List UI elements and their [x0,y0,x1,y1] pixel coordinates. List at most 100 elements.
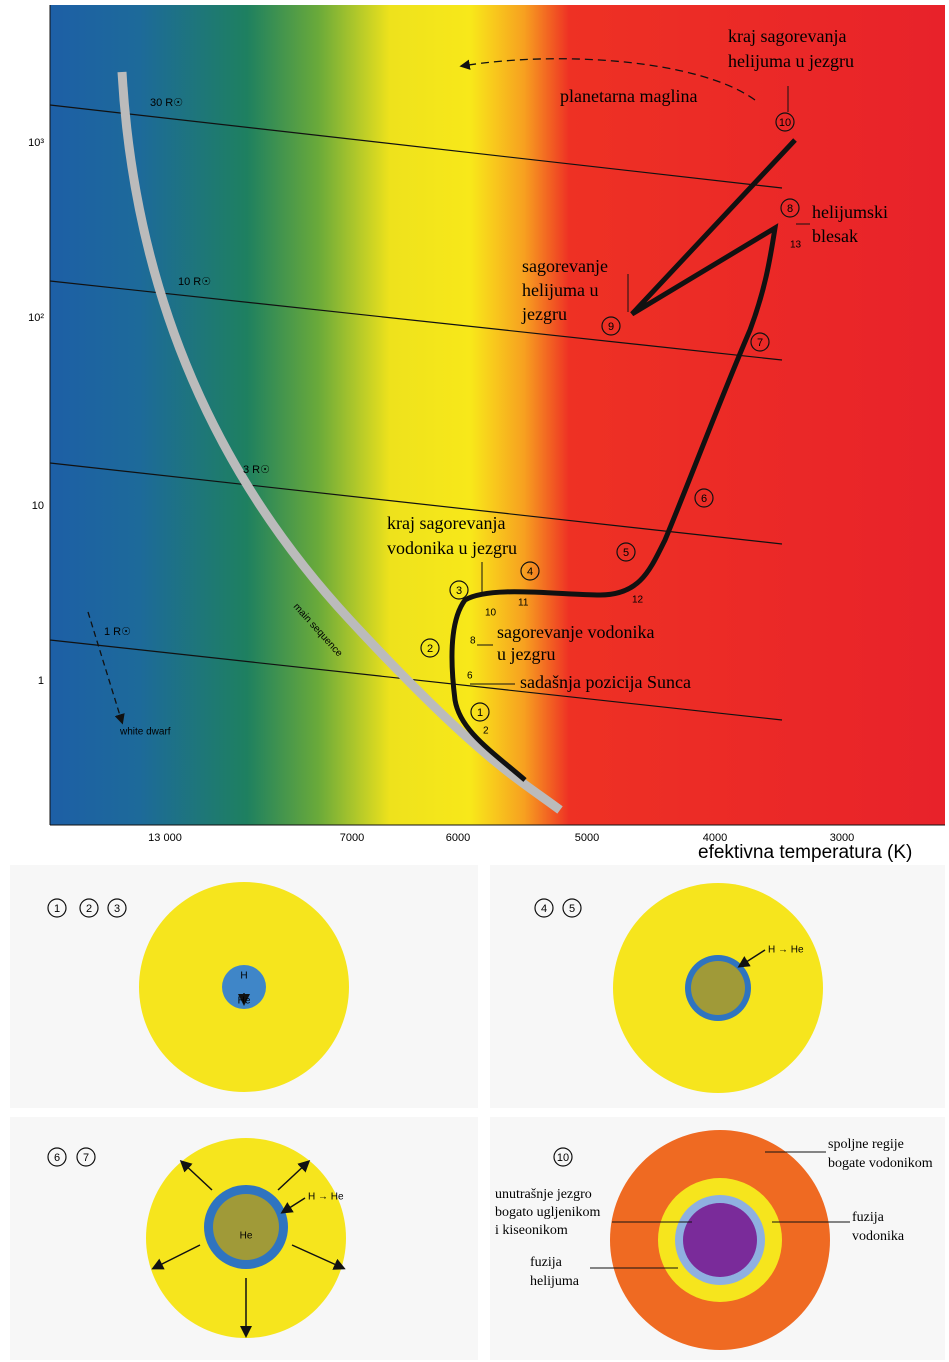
panel-label: spoljne regije [828,1137,904,1152]
stage-marker [750,332,770,352]
stage-label: 8 [787,203,793,215]
stage-label: 2 [427,643,433,655]
age-tick: 12 [632,595,644,606]
core-label: He [238,996,251,1007]
stage-marker [780,198,800,218]
radius-label: 10 R☉ [178,276,211,288]
x-axis-title: efektivna temperatura (K) [698,842,912,863]
stage-label: 3 [114,903,120,915]
radius-label: 3 R☉ [243,464,270,476]
arrow [179,1159,213,1191]
stage-label: 4 [527,566,533,578]
x-tick-label: 3000 [830,832,854,844]
y-tick-label: 10³ [28,137,44,149]
x-tick-label: 4000 [703,832,727,844]
stage-marker [553,1147,573,1167]
panel-label: i kiseonikom [495,1223,568,1238]
annotation: vodonika u jezgru [387,538,517,558]
stage-marker [775,112,795,132]
stage-label: 5 [569,903,575,915]
core [222,965,266,1009]
x-tick-label: 13 000 [148,832,182,844]
core-label: H → He [308,1192,344,1203]
age-tick: 10 [485,608,497,619]
main-sequence [117,71,563,814]
stage-marker [420,638,440,658]
white-dwarf-label: white dwarf [119,727,171,738]
x-tick-label: 6000 [446,832,470,844]
core-label: H → He [768,945,804,956]
panel-label: bogate vodonikom [828,1156,933,1171]
annotation: blesak [812,226,858,246]
radius-label: 30 R☉ [150,97,183,109]
age-tick: 8 [470,636,476,647]
annotation: helijuma u [522,280,598,300]
arrow [151,1244,201,1270]
arrow [277,1159,311,1191]
stage-label: 1 [477,707,483,719]
stage-marker [76,1147,96,1167]
carbon-oxygen-core [683,1203,757,1277]
stage-label: 6 [54,1152,60,1164]
x-tick-label: 5000 [575,832,599,844]
expansion-arrows [151,949,766,1338]
white-dwarf-arrow [87,611,125,725]
stage-marker [470,702,490,722]
stage-marker [47,898,67,918]
stage-marker [79,898,99,918]
panel-label: fuzija [530,1255,563,1270]
annotation: jezgru [521,304,567,324]
stage-label: 3 [456,585,462,597]
core-label: He [240,1231,253,1242]
annotation: kraj sagorevanja [728,26,846,46]
age-tick: 11 [518,598,529,609]
age-tick: 6 [467,671,473,682]
annotation: sagorevanje [522,256,608,276]
panel-label: bogato ugljenikom [495,1205,600,1220]
stage-marker [616,542,636,562]
panel-label: unutrašnje jezgro [495,1187,592,1202]
core-label: H [240,971,247,982]
radius-line [49,639,783,721]
annotation: planetarna maglina [560,86,697,106]
stage-label: 7 [83,1152,89,1164]
panel-label: helijuma [530,1274,580,1289]
nebula-arrow [459,58,756,101]
x-tick-label: 7000 [340,832,364,844]
annotation: u jezgru [497,644,555,664]
annotation: kraj sagorevanja [387,513,505,533]
stage-marker [520,561,540,581]
annotation: sagorevanje vodonika [497,622,654,642]
core [213,1194,279,1260]
stage-label: 6 [701,493,707,505]
radius-lines [49,104,783,721]
chart-background [50,5,945,825]
stage-marker [47,1147,67,1167]
stage-marker [449,580,469,600]
stage-label: 10 [779,117,791,129]
radius-label: 1 R☉ [104,626,131,638]
core [691,961,745,1015]
stage-label: 5 [623,547,629,559]
evolution-track [449,138,797,782]
panel-label: fuzija [852,1210,885,1225]
stage-label: 2 [86,903,92,915]
leader-lines [470,86,850,1269]
y-tick-label: 10² [28,312,44,324]
radius-line [49,104,783,189]
panels [10,86,945,1360]
annotation: helijuma u jezgru [728,51,854,71]
y-tick-label: 1 [38,675,44,687]
stage-marker [601,316,621,336]
arrow [280,1197,306,1214]
arrow [291,1244,346,1270]
stage-label: 4 [541,903,547,915]
stage-label: 1 [54,903,60,915]
stage-label: 9 [608,321,614,333]
stage-marker [694,488,714,508]
stage-marker [107,898,127,918]
stage-marker [534,898,554,918]
radius-line [49,462,783,545]
arrow [737,949,766,968]
